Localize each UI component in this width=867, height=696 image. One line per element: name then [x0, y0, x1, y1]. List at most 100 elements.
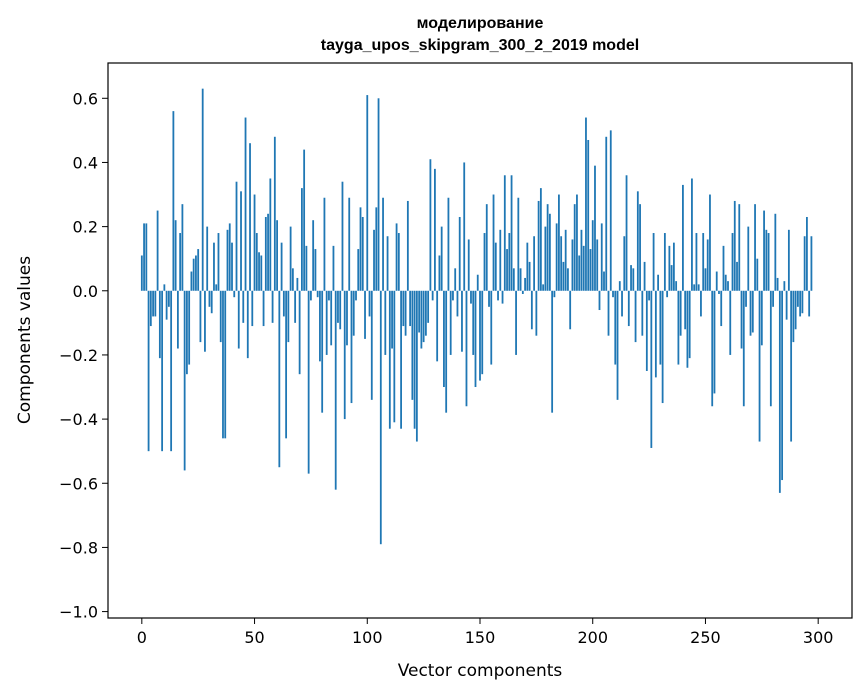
bar [657, 274, 660, 291]
bar [233, 290, 236, 298]
bar [539, 188, 542, 291]
bar [379, 290, 382, 545]
bar [517, 197, 520, 291]
bar [440, 226, 443, 291]
bar [580, 229, 583, 291]
bar [298, 290, 301, 375]
bar [612, 290, 614, 298]
bar [558, 194, 560, 291]
bar [749, 290, 752, 336]
bar [434, 168, 436, 291]
bar [438, 255, 441, 291]
bar [377, 98, 380, 291]
bar [682, 184, 684, 291]
bar [260, 255, 263, 291]
bar [654, 290, 657, 378]
bar [625, 175, 628, 291]
bar [672, 242, 675, 291]
bar [314, 249, 317, 291]
bar [776, 277, 779, 291]
x-tick-label: 150 [465, 628, 496, 647]
bar [323, 197, 326, 291]
bar [282, 290, 285, 317]
bar [400, 290, 402, 429]
bar [742, 290, 745, 407]
bar [192, 258, 195, 291]
bar [474, 290, 477, 388]
bar [204, 290, 206, 352]
bar [357, 249, 360, 291]
bar [251, 290, 254, 327]
bar [530, 290, 533, 330]
bar [765, 229, 768, 291]
bar [226, 229, 229, 291]
bar [294, 290, 297, 323]
bar [310, 290, 312, 301]
bar [632, 268, 635, 291]
bar [228, 223, 231, 291]
bar [332, 245, 335, 291]
bar [677, 290, 680, 365]
bar [253, 194, 256, 291]
bar [497, 290, 499, 301]
bar [476, 274, 479, 291]
bar [172, 111, 175, 291]
bar [140, 255, 143, 291]
bar [661, 290, 664, 404]
bar [578, 255, 581, 291]
bar [449, 290, 452, 355]
bar [605, 136, 608, 291]
bar [702, 233, 705, 291]
bar [596, 239, 599, 291]
bar [174, 220, 177, 291]
bar [158, 290, 161, 359]
bar [231, 242, 233, 291]
bar [404, 290, 407, 336]
bar [587, 139, 590, 291]
bar [555, 223, 558, 291]
bar [666, 290, 669, 298]
bar [176, 290, 179, 349]
bar [729, 290, 732, 355]
bar [312, 220, 315, 291]
bar [361, 216, 364, 291]
bar [783, 281, 786, 291]
bar [264, 216, 267, 291]
bar [636, 191, 639, 291]
bar [490, 290, 493, 365]
bar [794, 290, 797, 330]
bar [668, 245, 671, 291]
bar [384, 290, 387, 355]
bar [792, 290, 795, 343]
bar [760, 290, 763, 346]
bar [393, 290, 396, 423]
y-tick-label: −0.6 [59, 474, 98, 493]
bar [713, 290, 716, 394]
bar [179, 233, 182, 291]
bar [291, 268, 294, 291]
bar [424, 290, 427, 336]
bar [704, 268, 707, 291]
bar [528, 261, 531, 291]
bar [262, 290, 265, 327]
bar [706, 239, 709, 291]
bar [343, 290, 346, 420]
bar [319, 290, 321, 362]
bar [751, 290, 754, 333]
bar [508, 233, 511, 291]
bar [718, 290, 720, 294]
bar [663, 233, 666, 291]
bar [190, 271, 193, 291]
bar [564, 229, 567, 291]
bar [472, 290, 475, 355]
bar [420, 290, 423, 349]
bar [285, 290, 288, 439]
bar [709, 194, 711, 291]
bar [573, 204, 576, 291]
bar [287, 290, 290, 343]
bar [213, 242, 215, 291]
bar [436, 290, 439, 362]
bar [188, 290, 191, 365]
bar [328, 290, 330, 301]
bar [355, 290, 357, 301]
